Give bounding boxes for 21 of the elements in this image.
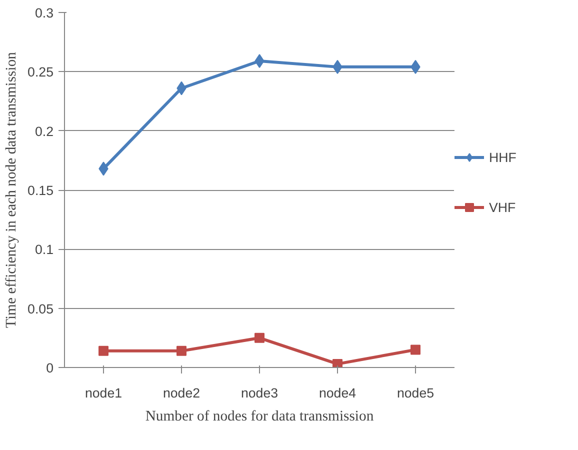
y-tick-label: 0.1: [34, 242, 54, 258]
legend-label: HHF: [489, 150, 516, 164]
y-axis-title: Time efficiency in each node data transmission: [4, 51, 20, 328]
x-tick-label: node1: [84, 386, 122, 400]
y-tick-label: 0.25: [28, 64, 54, 80]
legend-label: VHF: [489, 200, 516, 214]
y-tick-label: 0.05: [28, 301, 54, 316]
x-tick-label: node3: [240, 386, 278, 400]
y-tick-label: 0.2: [34, 124, 54, 139]
x-tick-label: node4: [318, 386, 357, 400]
point: [410, 344, 420, 355]
point: [176, 346, 186, 356]
x-tick-label: node2: [162, 386, 200, 400]
point: [332, 358, 342, 368]
y-tick-label: 0.3: [34, 6, 54, 20]
point: [254, 332, 264, 343]
y-tick-label: 0.15: [28, 183, 54, 198]
x-axis-title: Number of nodes for data transmission: [145, 408, 374, 424]
y-tick-label: 0: [46, 360, 54, 376]
point: [98, 346, 108, 356]
x-tick-label: node5: [396, 386, 434, 400]
